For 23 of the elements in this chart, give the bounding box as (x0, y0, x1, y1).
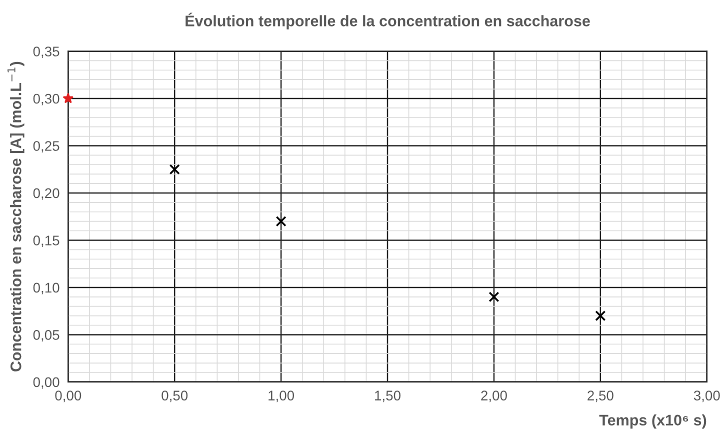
x-tick-label: 1,00 (268, 390, 294, 402)
x-tick-label: 2,00 (481, 390, 507, 402)
point (276, 216, 286, 227)
chart-title: Évolution temporelle de la concentration en saccharose (186, 12, 590, 30)
point (63, 93, 74, 103)
x-tick-label: 0,00 (55, 390, 82, 402)
y-tick-label: 0,20 (33, 188, 60, 200)
y-tick-label: 0,15 (33, 236, 60, 248)
x-tick-label: 3,00 (694, 390, 720, 402)
x-tick-label: 2,50 (588, 390, 614, 402)
x-tick-label: 0,50 (162, 390, 188, 402)
y-tick-label: 0,30 (33, 94, 60, 106)
y-tick-label: 0,00 (33, 377, 60, 389)
point (595, 310, 606, 322)
point (488, 292, 500, 302)
y-tick-label: 0,05 (33, 330, 60, 342)
y-tick-label: 0,35 (33, 46, 60, 58)
y-tick-label: 0,10 (33, 282, 60, 294)
y-axis-title: Concentration en saccharose [A] (mol.L$^{−1}$) (7, 62, 24, 372)
x-tick-label: 1,50 (375, 390, 400, 402)
x-axis-title: Temps (x10⁶ s) (599, 414, 706, 429)
y-tick-label: 0,25 (33, 141, 60, 153)
point (169, 164, 180, 175)
